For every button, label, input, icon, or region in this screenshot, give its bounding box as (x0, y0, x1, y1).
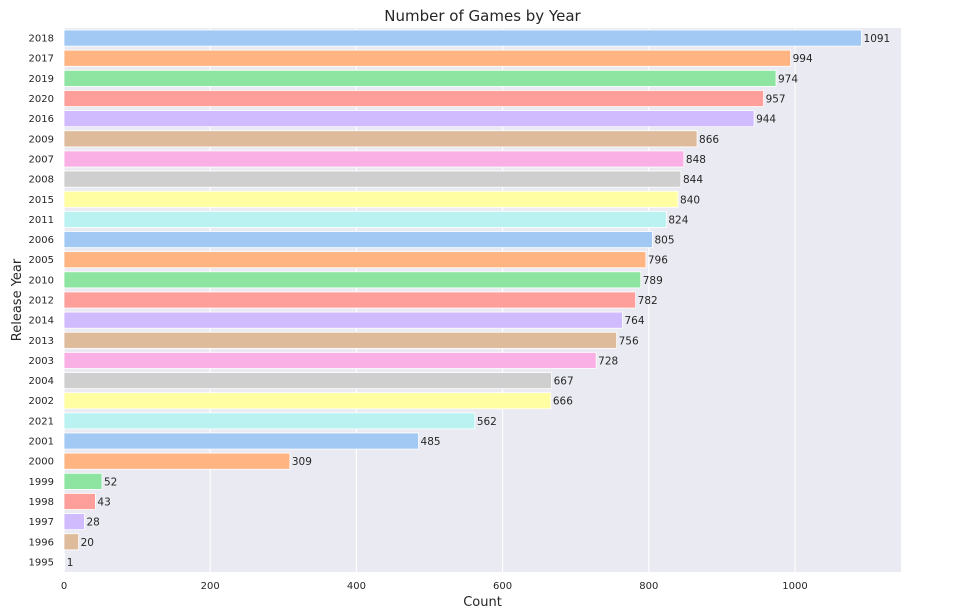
y-tick-label: 1997 (29, 517, 54, 528)
data-label: 796 (648, 255, 668, 267)
x-tick-label: 0 (61, 581, 67, 592)
y-tick-label: 1998 (29, 497, 54, 508)
bar (63, 553, 66, 571)
y-tick-label: 2002 (29, 396, 54, 407)
bar (63, 90, 764, 107)
y-tick-label: 1999 (29, 477, 54, 488)
bar (63, 110, 755, 128)
y-axis-label: Release Year (10, 258, 25, 341)
x-tick-label: 400 (347, 581, 366, 592)
x-tick-label: 1000 (782, 581, 807, 592)
bar (63, 130, 698, 148)
data-label: 1 (67, 557, 74, 569)
bar (63, 69, 777, 87)
data-label: 789 (643, 275, 663, 287)
data-label: 756 (619, 335, 639, 347)
data-label: 848 (686, 154, 706, 166)
x-axis-label: Count (463, 595, 502, 608)
data-label: 485 (421, 436, 441, 448)
bar (63, 271, 642, 289)
data-label: 43 (97, 496, 110, 508)
data-label: 844 (683, 174, 703, 186)
bar (63, 493, 96, 510)
data-labels: 1091 994 974 957 944 866 848 844 840 824 805 796 789… (67, 33, 891, 569)
chart-title: Number of Games by Year (384, 7, 581, 25)
bar (63, 251, 647, 269)
data-label: 1091 (864, 33, 891, 45)
y-tick-label: 2017 (29, 54, 54, 65)
data-label: 944 (756, 114, 776, 126)
y-tick-label: 1996 (29, 537, 54, 548)
y-tick-label: 2020 (29, 94, 54, 105)
y-tick-label: 2010 (29, 275, 54, 286)
data-label: 974 (778, 73, 798, 85)
data-label: 20 (81, 537, 94, 549)
bar (63, 392, 552, 410)
y-tick-label: 2001 (29, 437, 54, 448)
data-label: 805 (654, 235, 674, 247)
y-tick-label: 2018 (29, 34, 54, 45)
data-label: 309 (292, 456, 312, 468)
bar (63, 49, 792, 67)
x-tick-label: 600 (493, 581, 512, 592)
x-tick-label: 200 (201, 581, 220, 592)
data-label: 840 (680, 194, 700, 206)
bar (63, 452, 291, 470)
x-tick-labels: 0 200 400 600 800 1000 (61, 581, 808, 592)
bar (63, 190, 679, 208)
data-label: 764 (624, 315, 644, 327)
y-tick-label: 2011 (29, 215, 54, 226)
data-label: 824 (668, 214, 688, 226)
bar (63, 170, 682, 188)
y-tick-label: 1995 (29, 557, 54, 568)
bar (63, 351, 597, 369)
data-label: 994 (793, 53, 813, 65)
bar (63, 29, 862, 47)
bar (63, 231, 653, 249)
bar (63, 513, 85, 531)
bar (63, 412, 476, 430)
bar (63, 311, 623, 329)
bars-group (63, 29, 862, 571)
data-label: 667 (554, 376, 574, 388)
y-tick-label: 2012 (29, 296, 54, 307)
y-tick-label: 2014 (29, 316, 54, 327)
data-label: 28 (86, 517, 99, 529)
bar (63, 291, 637, 309)
y-tick-labels: 2018 2017 2019 2020 2016 2009 2007 2008 2015 2011… (29, 34, 54, 569)
y-tick-label: 2009 (29, 134, 54, 145)
bar (63, 472, 103, 490)
bar (63, 432, 419, 450)
bar (63, 150, 685, 168)
x-tick-label: 800 (639, 581, 658, 592)
y-tick-label: 2005 (29, 255, 54, 266)
y-tick-label: 2021 (29, 416, 54, 427)
data-label: 666 (553, 396, 573, 408)
data-label: 866 (699, 134, 719, 146)
bar (63, 210, 667, 228)
bar (63, 331, 618, 349)
y-tick-label: 2004 (29, 376, 54, 387)
data-label: 728 (598, 355, 618, 367)
bar (63, 533, 80, 551)
y-tick-label: 2006 (29, 235, 54, 246)
y-tick-label: 2008 (29, 175, 54, 186)
y-tick-label: 2016 (29, 114, 54, 125)
bar (63, 372, 552, 390)
data-label: 957 (766, 94, 786, 106)
y-tick-label: 2019 (29, 74, 54, 85)
data-label: 562 (477, 416, 497, 428)
y-tick-label: 2003 (29, 356, 54, 367)
data-label: 52 (104, 476, 117, 488)
data-label: 782 (638, 295, 658, 307)
y-tick-label: 2013 (29, 336, 54, 347)
y-tick-label: 2007 (29, 154, 54, 165)
y-tick-label: 2000 (29, 457, 54, 468)
y-tick-label: 2015 (29, 195, 54, 206)
